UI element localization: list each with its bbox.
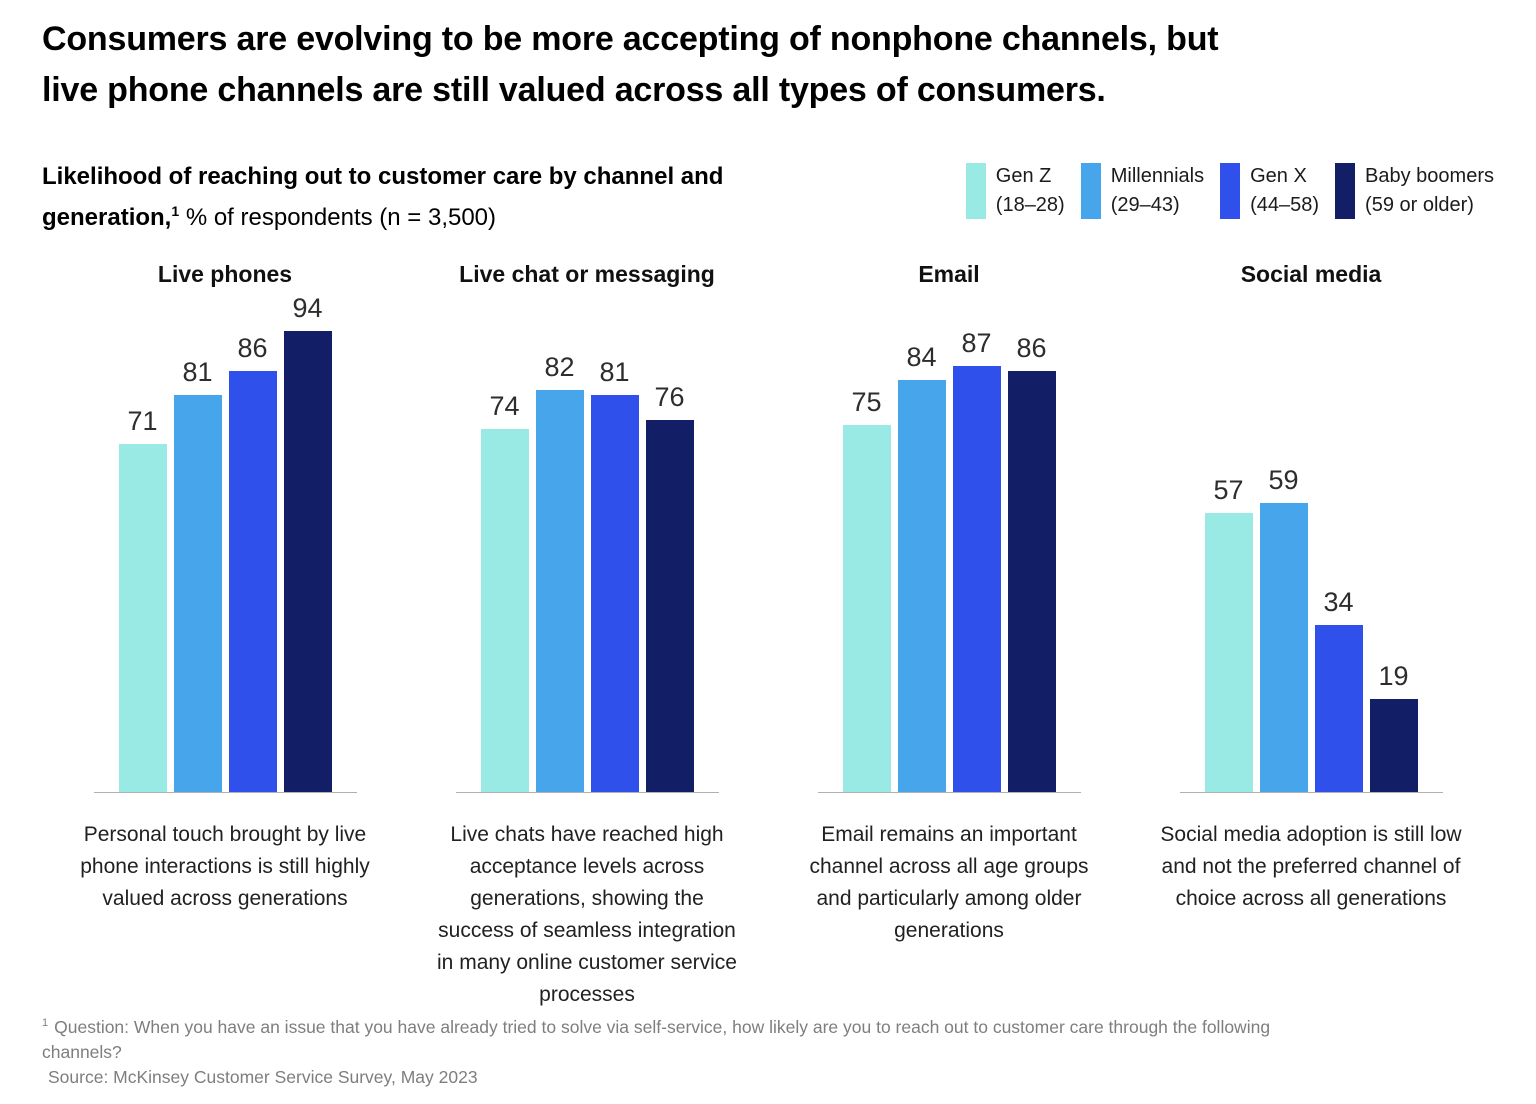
legend-label-baby-boomers: Baby boomers (59 or older) — [1365, 165, 1494, 216]
page-title-line1: Consumers are evolving to be more accept… — [42, 20, 1219, 58]
footnote-marker: 1 — [42, 1017, 49, 1029]
chart-live-chat: Live chat or messaging 74 82 81 76 Live … — [406, 261, 768, 1011]
legend-item-gen-z: Gen Z (18–28) — [965, 162, 1065, 220]
caption-live-chat: Live chats have reached high acceptance … — [437, 823, 737, 1006]
page-title: Consumers are evolving to be more accept… — [42, 14, 1494, 116]
bar-value: 82 — [544, 352, 575, 383]
bar-social-media-millennials: 59 — [1259, 465, 1308, 792]
bar-live-phones-gen-x: 86 — [228, 333, 277, 792]
legend-item-gen-x: Gen X (44–58) — [1220, 162, 1319, 220]
bar-live-chat-gen-x: 81 — [590, 357, 639, 792]
footnote-source: Source: McKinsey Customer Service Survey… — [48, 1066, 478, 1087]
caption-social-media: Social media adoption is still low and n… — [1160, 823, 1462, 910]
caption-email: Email remains an important channel acros… — [809, 823, 1089, 942]
bar-value: 86 — [237, 332, 268, 363]
bar-live-phones-millennials: 81 — [173, 357, 222, 792]
legend-item-millennials: Millennials (29–43) — [1080, 162, 1205, 220]
chart-email: Email 75 84 87 86 Email remains an impor… — [768, 261, 1130, 1011]
legend-item-baby-boomers: Baby boomers (59 or older) — [1335, 162, 1494, 220]
bar-value: 87 — [961, 327, 992, 358]
caption-live-phones: Personal touch brought by live phone int… — [80, 823, 370, 910]
bar-value: 76 — [654, 381, 685, 412]
legend-swatch-millennials — [1080, 163, 1101, 219]
bar-value: 81 — [599, 357, 630, 388]
bar-value: 84 — [906, 342, 937, 373]
footnote-block: 1 Question: When you have an issue that y… — [42, 1011, 1494, 1090]
bar-value: 57 — [1213, 474, 1244, 505]
bar-value: 59 — [1268, 464, 1299, 495]
chart-subtitle: Likelihood of reaching out to customer c… — [42, 160, 832, 235]
bars-email: 75 84 87 86 — [817, 328, 1081, 793]
bar-value: 71 — [127, 406, 158, 437]
subtitle-footnote-marker: 1 — [171, 203, 180, 219]
chart-title-live-phones: Live phones — [157, 261, 293, 287]
bar-value: 34 — [1323, 587, 1354, 618]
chart-title-social-media: Social media — [1240, 261, 1382, 287]
bar-chart-group: Live phones 71 81 86 94 Personal touch b… — [44, 261, 1492, 1011]
bar-live-chat-millennials: 82 — [535, 352, 584, 792]
subtitle-bold: Likelihood of reaching out to customer c… — [42, 163, 724, 231]
chart-title-email: Email — [918, 261, 980, 287]
footnote-question: 1 Question: When you have an issue that y… — [42, 1016, 1271, 1062]
page-title-line2: live phone channels are still valued acr… — [42, 71, 1106, 109]
legend-swatch-gen-x — [1220, 163, 1241, 219]
header-row: Likelihood of reaching out to customer c… — [42, 160, 1494, 235]
chart-live-phones: Live phones 71 81 86 94 Personal touch b… — [44, 261, 406, 1011]
bar-value: 75 — [851, 386, 882, 417]
bar-value: 94 — [292, 293, 323, 324]
legend-swatch-gen-z — [965, 163, 986, 219]
bars-social-media: 57 59 34 19 — [1179, 331, 1443, 793]
bar-value: 74 — [489, 391, 520, 422]
bar-social-media-gen-x: 34 — [1314, 587, 1363, 792]
bar-email-gen-z: 75 — [842, 387, 891, 792]
bar-live-chat-gen-z: 74 — [480, 391, 529, 792]
bar-live-phones-gen-z: 71 — [118, 406, 167, 792]
bar-live-chat-baby-boomers: 76 — [645, 382, 694, 792]
legend-swatch-baby-boomers — [1335, 163, 1356, 219]
bar-value: 19 — [1378, 660, 1409, 691]
bar-email-gen-x: 87 — [952, 328, 1001, 792]
legend: Gen Z (18–28) Millennials (29–43) Gen X … — [965, 160, 1494, 220]
bar-social-media-gen-z: 57 — [1204, 475, 1253, 792]
subtitle-rest: % of respondents (n = 3,500) — [185, 204, 497, 231]
bar-live-phones-baby-boomers: 94 — [283, 293, 332, 792]
legend-label-gen-x: Gen X (44–58) — [1250, 165, 1320, 216]
chart-title-live-chat: Live chat or messaging — [459, 261, 715, 287]
bars-live-chat: 74 82 81 76 — [455, 331, 719, 793]
bar-email-baby-boomers: 86 — [1007, 333, 1056, 792]
bar-value: 81 — [182, 357, 213, 388]
legend-label-gen-z: Gen Z (18–28) — [995, 165, 1065, 216]
bar-value: 86 — [1016, 332, 1047, 363]
legend-label-millennials: Millennials (29–43) — [1110, 165, 1205, 216]
bars-live-phones: 71 81 86 94 — [93, 293, 357, 793]
chart-social-media: Social media 57 59 34 19 Social media ad… — [1130, 261, 1492, 1011]
bar-social-media-baby-boomers: 19 — [1369, 661, 1418, 792]
bar-email-millennials: 84 — [897, 342, 946, 792]
